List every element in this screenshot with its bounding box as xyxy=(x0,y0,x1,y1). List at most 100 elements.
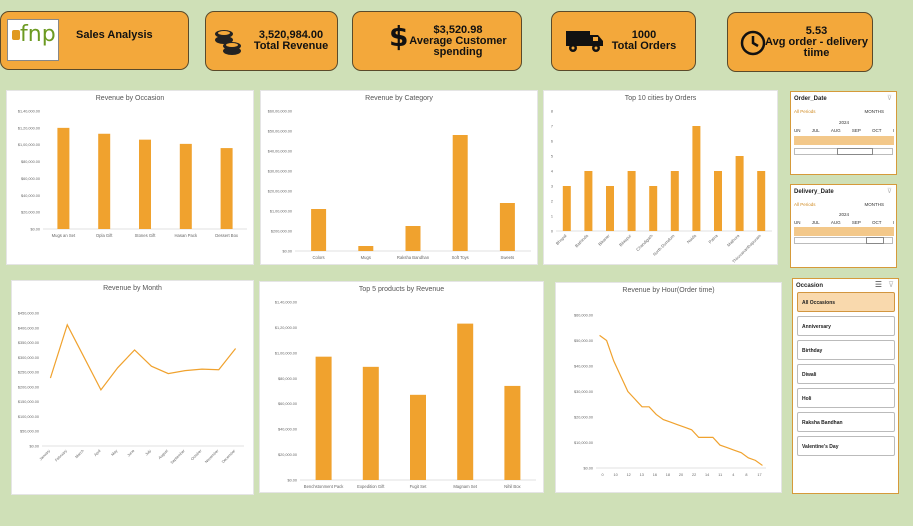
x-tick-label: Patna xyxy=(707,233,719,245)
month-label[interactable]: I xyxy=(892,220,894,225)
y-tick-label: $400,000.00 xyxy=(18,326,39,330)
y-tick-label: $60,000.00 xyxy=(21,177,40,181)
bar xyxy=(220,148,233,229)
timeline-scrollbar[interactable] xyxy=(794,237,893,244)
month-label[interactable]: UN xyxy=(794,220,801,225)
delivery-date-slicer[interactable]: Delivery_Date ⊽ All Periods MONTHS 2024 … xyxy=(790,184,897,268)
y-tick-label: $1,20,000.00 xyxy=(18,126,40,130)
kpi-value: 1000 xyxy=(631,29,657,41)
y-tick-label: 8 xyxy=(551,110,553,114)
y-tick-label: $40,000.00 xyxy=(278,428,297,432)
month-label[interactable]: SEP xyxy=(851,128,861,133)
filter-clear-icon[interactable]: ⊽ xyxy=(886,188,892,195)
month-row: UN JUL AUG SEP OCT I xyxy=(794,128,894,133)
clock-icon xyxy=(740,30,766,56)
y-tick-label: $10,000.00 xyxy=(574,441,593,445)
kpi-value: 3,520,984.00 xyxy=(258,29,324,41)
bar xyxy=(311,209,327,251)
x-tick-label: 8 xyxy=(745,473,747,477)
month-label[interactable]: AUG xyxy=(830,128,841,133)
month-label[interactable]: I xyxy=(892,128,894,133)
slicer-item[interactable]: Birthday xyxy=(797,340,895,360)
kpi-avg-delivery-time: 5.53 Avg order - delivery tiime xyxy=(727,12,873,72)
slicer-title: Order_Date xyxy=(794,96,827,102)
bar xyxy=(670,171,679,231)
occasion-slicer[interactable]: Occasion ☰ ⊽ All Occasions Anniversary B… xyxy=(792,278,899,494)
y-tick-label: 0 xyxy=(551,230,553,234)
bar xyxy=(139,139,151,229)
y-tick-label: $200,000.00 xyxy=(18,385,39,389)
kpi-total-orders: 1000 Total Orders xyxy=(551,11,696,71)
y-tick-label: $0.00 xyxy=(30,228,40,232)
chart-title: Top 5 products by Revenue xyxy=(358,286,445,293)
slicer-item-selected[interactable]: All Occasions xyxy=(797,292,895,312)
multi-select-icon[interactable]: ☰ xyxy=(874,280,882,289)
kpi-value: $3,520.98 xyxy=(433,24,483,36)
bar xyxy=(606,186,614,231)
kpi-total-revenue: 3,520,984.00 Total Revenue xyxy=(205,11,338,71)
logo-text: fnp xyxy=(20,22,56,47)
scroll-thumb[interactable] xyxy=(837,148,873,155)
x-tick-label: Opla Gift xyxy=(96,233,113,238)
unit-label[interactable]: MONTHS xyxy=(864,202,885,207)
x-tick-label: 10 xyxy=(613,473,617,477)
unit-label[interactable]: MONTHS xyxy=(864,109,885,114)
scroll-thumb[interactable] xyxy=(866,237,884,244)
x-tick-label: Chandigarh xyxy=(635,233,654,252)
x-tick-label: December xyxy=(221,448,237,464)
chart-revenue-by-hour: Revenue by Hour(Order time) $0.00 $10,000… xyxy=(555,282,782,493)
x-tick-label: Magnam Set xyxy=(453,484,478,489)
y-tick-label: $50,000.00 xyxy=(20,430,39,434)
year-label: 2024 xyxy=(839,120,850,125)
y-tick-label: 7 xyxy=(551,125,553,129)
month-label[interactable]: JUL xyxy=(811,128,820,133)
dollar-icon: $ xyxy=(389,20,409,53)
y-tick-label: $1,00,000.00 xyxy=(275,351,297,355)
bar xyxy=(57,127,70,229)
y-tick-label: 3 xyxy=(551,185,553,189)
y-tick-label: $0.00 xyxy=(287,479,297,483)
month-label[interactable]: OCT xyxy=(872,128,882,133)
slicer-item[interactable]: Anniversary xyxy=(797,316,895,336)
filter-clear-icon[interactable]: ⊽ xyxy=(888,280,894,289)
month-label[interactable]: OCT xyxy=(872,220,882,225)
x-tick-label: February xyxy=(54,449,68,463)
y-tick-label: $20,00,000.00 xyxy=(268,190,292,194)
timeline-bar[interactable] xyxy=(794,227,894,236)
y-tick-label: $1,40,000.00 xyxy=(18,110,40,114)
slicer-item[interactable]: Holi xyxy=(797,388,895,408)
kpi-label: Average Customer spending xyxy=(409,35,507,58)
chart-svg: $0.00 $20,000.00 $40,000.00 $60,000.00 $80,0… xyxy=(275,301,536,489)
period-label: All Periods xyxy=(794,202,816,207)
month-row: UN JUL AUG SEP OCT I xyxy=(794,220,894,225)
month-label[interactable]: JUL xyxy=(811,220,820,225)
x-tick-label: 13 xyxy=(640,473,644,477)
y-tick-label: $1,40,000.00 xyxy=(275,301,297,305)
timeline-bar[interactable] xyxy=(794,136,894,145)
bar xyxy=(584,171,593,231)
y-tick-label: $20,000.00 xyxy=(21,211,40,215)
x-tick-label: Dessert Box xyxy=(215,233,239,238)
slicer-item[interactable]: Diwali xyxy=(797,364,895,384)
x-tick-label: 20 xyxy=(679,473,683,477)
leaf-icon xyxy=(12,30,20,40)
slicer-title: Occasion xyxy=(796,283,824,289)
month-label[interactable]: UN xyxy=(794,128,801,133)
month-label[interactable]: AUG xyxy=(830,220,841,225)
y-tick-label: 5 xyxy=(551,155,553,159)
month-label[interactable]: SEP xyxy=(851,220,861,225)
chart-svg: 0 1 2 3 4 5 6 7 8 Bhopal Bathinda Bikaner Bilaspur Ch… xyxy=(551,110,772,264)
y-tick-label: $100,000.00 xyxy=(18,415,39,419)
filter-clear-icon[interactable]: ⊽ xyxy=(886,95,892,102)
bar xyxy=(358,246,374,251)
chart-revenue-by-occasion: Revenue by Occasion $0.00 $20,000.00 $40,0… xyxy=(6,90,254,265)
x-tick-label: Bikaner xyxy=(597,233,611,247)
chart-title: Top 10 cities by Orders xyxy=(624,95,697,102)
bar xyxy=(757,171,766,231)
bar xyxy=(98,133,111,229)
order-date-slicer[interactable]: Order_Date ⊽ All Periods MONTHS 2024 UN J… xyxy=(790,91,897,175)
truck-icon xyxy=(566,31,603,52)
x-tick-label: May xyxy=(111,449,119,457)
slicer-item[interactable]: Valentine's Day xyxy=(797,436,895,456)
slicer-item[interactable]: Raksha Bandhan xyxy=(797,412,895,432)
